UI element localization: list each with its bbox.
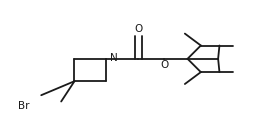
Text: Br: Br xyxy=(18,101,30,111)
Text: O: O xyxy=(161,60,169,70)
Text: O: O xyxy=(134,24,143,34)
Text: N: N xyxy=(110,53,117,63)
